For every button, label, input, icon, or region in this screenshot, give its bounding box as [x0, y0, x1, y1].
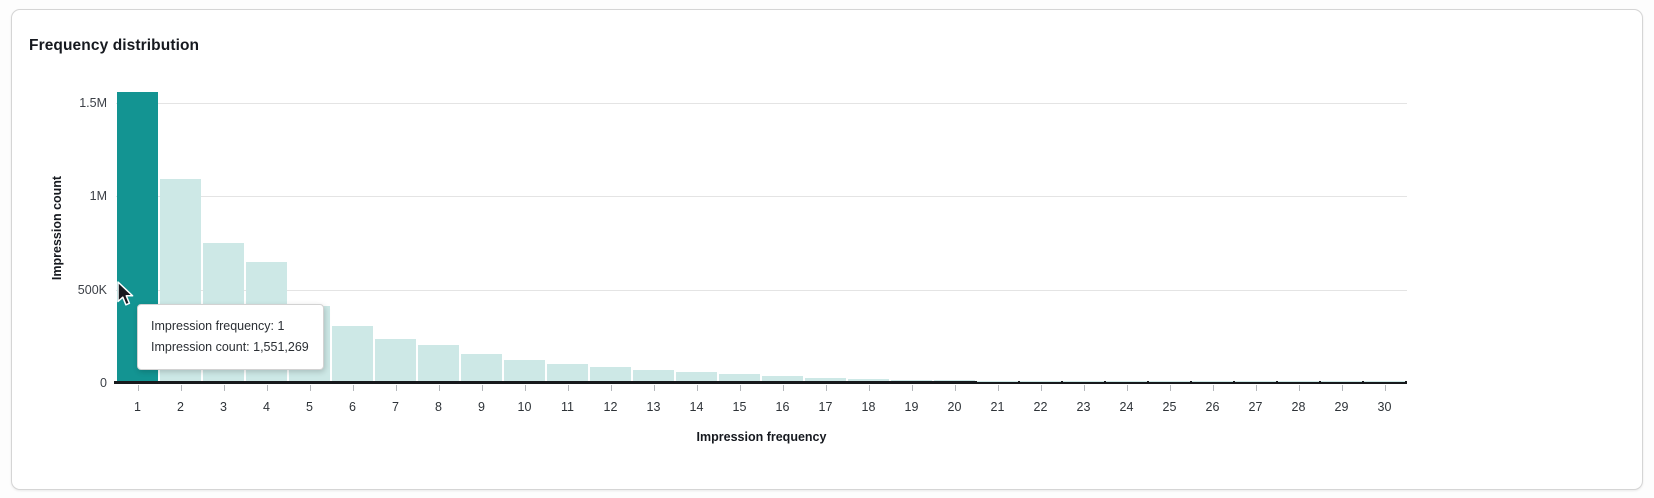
- bar-frequency-18[interactable]: [848, 378, 889, 381]
- x-tick-label: 10: [517, 400, 532, 414]
- gridline: [116, 196, 1407, 198]
- bar-frequency-9[interactable]: [461, 353, 502, 381]
- x-tick-label: 7: [392, 400, 399, 414]
- x-tick-label: 8: [435, 400, 442, 414]
- x-tick: [1255, 385, 1257, 391]
- x-tick: [1212, 385, 1214, 391]
- x-tick-label: 25: [1162, 400, 1177, 414]
- x-tick-label: 16: [775, 400, 790, 414]
- x-axis-tick-labels: 1 2 3 4 5 6 7 8 9 10 11 12 13 14 15 16 17 18 19 20 21 22 23 24 2…: [116, 400, 1407, 416]
- x-tick: [782, 385, 784, 391]
- x-tick-label: 2: [177, 400, 184, 414]
- x-tick-label: 6: [349, 400, 356, 414]
- x-tick-label: 12: [603, 400, 618, 414]
- x-tick: [567, 385, 569, 391]
- x-tick: [653, 385, 655, 391]
- x-tick: [1384, 385, 1386, 391]
- chart-title: Frequency distribution: [29, 37, 200, 54]
- y-tick-label: 1M: [89, 189, 107, 204]
- bar-frequency-12[interactable]: [590, 366, 631, 381]
- x-tick: [1083, 385, 1085, 391]
- x-tick: [696, 385, 698, 391]
- bar-frequency-11[interactable]: [547, 364, 588, 381]
- x-tick-label: 18: [861, 400, 876, 414]
- x-tick: [825, 385, 827, 391]
- bar-frequency-16[interactable]: [762, 376, 803, 381]
- x-tick-label: 28: [1291, 400, 1306, 414]
- tooltip-frequency-line: Impression frequency: 1: [151, 319, 285, 333]
- x-tick: [1169, 385, 1171, 391]
- x-tick-label: 19: [904, 400, 919, 414]
- bar-frequency-7[interactable]: [375, 338, 416, 381]
- x-tick-label: 15: [732, 400, 747, 414]
- x-axis-line: [114, 381, 1407, 384]
- x-tick: [137, 385, 139, 391]
- gridline: [116, 103, 1407, 105]
- x-tick: [481, 385, 483, 391]
- bar-frequency-6[interactable]: [332, 326, 373, 381]
- x-tick-label: 11: [561, 400, 574, 414]
- y-axis-tick-labels: 0 500K 1M 1.5M: [12, 10, 107, 491]
- x-tick: [1341, 385, 1343, 391]
- x-tick-label: 26: [1205, 400, 1220, 414]
- bar-frequency-21[interactable]: [977, 380, 1018, 381]
- bar-frequency-8[interactable]: [418, 344, 459, 381]
- x-tick-label: 24: [1119, 400, 1134, 414]
- x-axis-title: Impression frequency: [696, 430, 827, 444]
- mouse-cursor-icon: [116, 281, 135, 313]
- y-tick-label: 0: [100, 376, 107, 390]
- x-tick-label: 23: [1076, 400, 1091, 414]
- x-tick: [180, 385, 182, 391]
- x-tick-label: 22: [1033, 400, 1048, 414]
- x-tick: [266, 385, 268, 391]
- x-tick: [1126, 385, 1128, 391]
- bar-frequency-13[interactable]: [633, 370, 674, 381]
- bar-frequency-19[interactable]: [891, 379, 932, 381]
- y-tick-label: 1.5M: [79, 96, 107, 111]
- x-tick-label: 9: [478, 400, 485, 414]
- x-tick-label: 21: [990, 400, 1005, 414]
- chart-tooltip: Impression frequency: 1 Impression count…: [137, 304, 324, 370]
- x-tick: [1298, 385, 1300, 391]
- x-tick: [438, 385, 440, 391]
- bar-frequency-15[interactable]: [719, 373, 760, 381]
- x-tick: [395, 385, 397, 391]
- x-tick: [911, 385, 913, 391]
- gridline: [116, 289, 1407, 291]
- bar-frequency-10[interactable]: [504, 359, 545, 381]
- bar-frequency-20[interactable]: [934, 380, 975, 381]
- x-tick-label: 14: [689, 400, 704, 414]
- bar-frequency-17[interactable]: [805, 377, 846, 381]
- frequency-distribution-card: Frequency distribution Impression count …: [11, 9, 1643, 490]
- tooltip-count-line: Impression count: 1,551,269: [151, 340, 309, 354]
- x-tick: [352, 385, 354, 391]
- y-tick-label: 500K: [77, 282, 107, 297]
- x-tick: [739, 385, 741, 391]
- x-tick: [524, 385, 526, 391]
- x-tick-label: 27: [1248, 400, 1263, 414]
- x-tick-label: 3: [220, 400, 227, 414]
- x-tick: [309, 385, 311, 391]
- x-tick-label: 1: [134, 400, 141, 414]
- x-tick: [954, 385, 956, 391]
- x-tick: [997, 385, 999, 391]
- x-tick: [223, 385, 225, 391]
- x-tick-label: 5: [306, 400, 313, 414]
- x-tick-label: 20: [947, 400, 962, 414]
- x-tick-label: 29: [1334, 400, 1349, 414]
- bar-frequency-14[interactable]: [676, 372, 717, 381]
- x-tick: [610, 385, 612, 391]
- x-tick-label: 4: [263, 400, 270, 414]
- x-tick: [868, 385, 870, 391]
- x-axis-ticks: [116, 385, 1407, 392]
- x-tick-label: 30: [1377, 400, 1392, 414]
- x-tick-label: 17: [818, 400, 833, 414]
- x-tick: [1040, 385, 1042, 391]
- x-tick-label: 13: [646, 400, 661, 414]
